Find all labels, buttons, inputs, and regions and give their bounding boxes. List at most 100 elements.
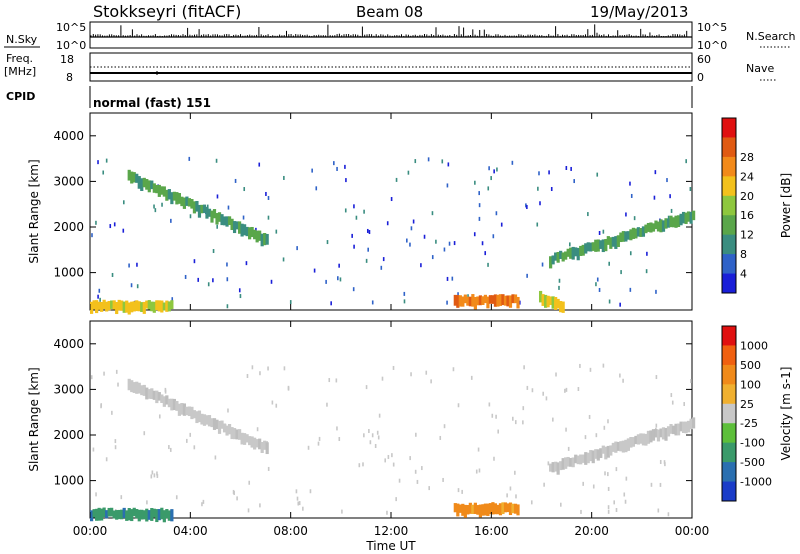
- echo-pixel: [326, 402, 328, 407]
- echo-cell: [212, 209, 217, 219]
- echo-cell: [260, 442, 264, 454]
- echo-pixel: [103, 371, 105, 376]
- echo-cell: [599, 240, 603, 249]
- echo-cell: [689, 211, 693, 224]
- echo-pixel: [595, 433, 598, 438]
- echo-cell: [453, 503, 457, 513]
- colorbar-tick-label: 20: [740, 190, 754, 203]
- echo-pixel: [477, 447, 480, 452]
- echo-pixel: [251, 365, 254, 370]
- echo-cell: [145, 387, 149, 400]
- echo-cell: [569, 247, 573, 259]
- freq-label: Freq.: [6, 52, 33, 65]
- echo-cell: [631, 227, 635, 239]
- echo-pixel: [608, 261, 610, 266]
- echo-cell: [586, 242, 590, 252]
- echo-cell: [132, 301, 136, 312]
- echo-cell: [564, 251, 568, 260]
- echo-cell: [549, 256, 553, 269]
- echo-cell: [112, 300, 116, 310]
- echo-pixel: [328, 378, 331, 383]
- echo-pixel: [271, 400, 274, 405]
- echo-pixel: [664, 462, 666, 467]
- echo-pixel: [366, 228, 369, 233]
- echo-cell: [205, 415, 209, 425]
- echo-pixel: [234, 178, 237, 183]
- echo-pixel: [452, 367, 455, 372]
- echo-pixel: [487, 186, 490, 191]
- echo-cell: [566, 248, 570, 257]
- echo-cell: [576, 247, 580, 261]
- echo-cell: [561, 458, 565, 470]
- echo-cell: [611, 236, 615, 247]
- echo-pixel: [667, 215, 670, 220]
- echo-pixel: [90, 375, 93, 380]
- nsky-label: N.Sky: [6, 33, 38, 46]
- echo-cell: [493, 503, 498, 515]
- echo-pixel: [355, 215, 358, 220]
- echo-cell: [468, 296, 472, 307]
- nave-tick-low: 0: [697, 71, 704, 84]
- echo-pixel: [117, 382, 119, 387]
- echo-cell: [471, 504, 475, 514]
- echo-cell: [639, 228, 643, 237]
- colorbar-tick-label: 1000: [740, 339, 768, 352]
- echo-cell: [508, 295, 513, 308]
- echo-pixel: [492, 234, 495, 239]
- echo-cell: [155, 300, 159, 311]
- nsearch-label: N.Search: [746, 30, 796, 43]
- echo-pixel: [150, 474, 153, 479]
- echo-pixel: [238, 288, 241, 293]
- echo-pixel: [592, 484, 595, 489]
- echo-cell: [596, 449, 600, 461]
- echo-pixel: [548, 170, 550, 175]
- echo-cell: [137, 176, 141, 189]
- echo-cell: [222, 423, 227, 433]
- echo-pixel: [615, 508, 618, 513]
- echo-cell: [503, 295, 508, 306]
- echo-cell: [167, 189, 171, 200]
- echo-pixel: [475, 469, 478, 474]
- y-tick-label: 4000: [53, 129, 84, 143]
- echo-cell: [177, 193, 181, 204]
- echo-cell: [162, 302, 166, 311]
- echo-cell: [230, 218, 234, 231]
- echo-pixel: [153, 473, 156, 478]
- echo-pixel: [227, 205, 230, 210]
- echo-cell: [684, 212, 688, 224]
- echo-cell: [240, 432, 244, 445]
- echo-cell: [202, 414, 207, 426]
- echo-cell: [200, 413, 204, 425]
- echo-cell: [145, 300, 149, 309]
- echo-cell: [656, 429, 661, 442]
- echo-cell: [162, 396, 166, 407]
- echo-cell: [491, 502, 495, 515]
- echo-cell: [584, 452, 588, 465]
- echo-cell: [147, 300, 151, 310]
- echo-pixel: [206, 204, 209, 209]
- echo-cell: [636, 434, 641, 445]
- echo-pixel: [484, 251, 487, 256]
- echo-pixel: [619, 373, 621, 378]
- echo-pixel: [239, 294, 242, 299]
- colorbar-tick-label: 24: [740, 170, 754, 183]
- echo-cell: [263, 232, 267, 246]
- echo-cell: [130, 509, 134, 522]
- echo-cell: [185, 406, 189, 416]
- echo-cell: [175, 401, 179, 411]
- colorbar-tick-label: -1000: [740, 476, 772, 489]
- echo-pixel: [345, 178, 347, 183]
- echo-cell: [493, 294, 498, 307]
- nsky-panel: N.Sky 10^5 10^0 10^5 10^0 N.Search: [4, 21, 796, 52]
- echo-pixel: [689, 187, 692, 192]
- echo-cell: [619, 441, 623, 452]
- y-tick-label: 3000: [53, 382, 84, 396]
- echo-cell: [589, 242, 593, 252]
- echo-cell: [152, 183, 156, 193]
- echo-pixel: [236, 496, 238, 501]
- colorbar-tick-label: -25: [740, 417, 758, 430]
- colorbar-tick-label: 25: [740, 398, 754, 411]
- echo-cell: [130, 171, 134, 184]
- echo-cell: [674, 423, 678, 436]
- echo-cell: [666, 218, 671, 228]
